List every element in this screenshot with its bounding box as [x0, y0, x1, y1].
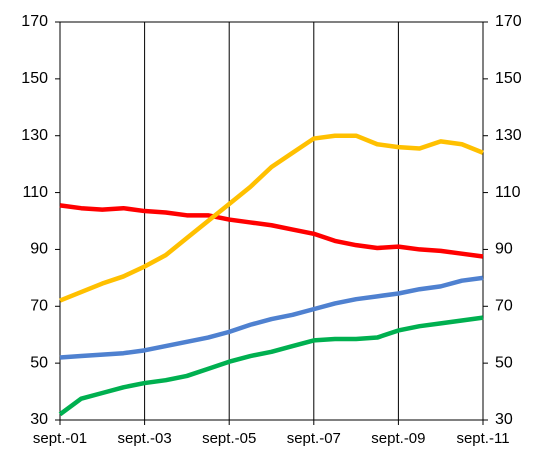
y2-tick-label: 30 [495, 411, 513, 428]
y2-tick-label: 150 [495, 70, 522, 87]
y2-tick-label: 50 [495, 354, 513, 371]
x-tick-label: sept.-11 [456, 430, 509, 447]
y2-tick-label: 70 [495, 298, 513, 315]
y2-tick-label: 110 [495, 184, 521, 201]
x-tick-label: sept.-09 [371, 430, 425, 447]
x-tick-label: sept.-01 [33, 430, 87, 447]
y-tick-label: 130 [21, 127, 48, 144]
y-tick-label: 150 [21, 70, 48, 87]
y2-tick-label: 90 [495, 241, 513, 258]
y-tick-label: 50 [30, 354, 48, 371]
series-line [58, 315, 484, 417]
x-tick-label: sept.-07 [287, 430, 341, 447]
series-line [59, 275, 484, 360]
series-line [59, 203, 484, 259]
y-tick-label: 110 [22, 184, 48, 201]
series-line [59, 133, 484, 303]
y2-tick-label: 130 [495, 127, 522, 144]
y-tick-label: 70 [30, 298, 48, 315]
y-tick-label: 30 [30, 411, 48, 428]
x-tick-label: sept.-05 [202, 430, 256, 447]
y2-tick-label: 170 [495, 13, 522, 30]
plot-frame [59, 21, 484, 421]
y-tick-label: 90 [30, 241, 48, 258]
x-tick-label: sept.-03 [117, 430, 171, 447]
y-tick-label: 170 [21, 13, 48, 30]
